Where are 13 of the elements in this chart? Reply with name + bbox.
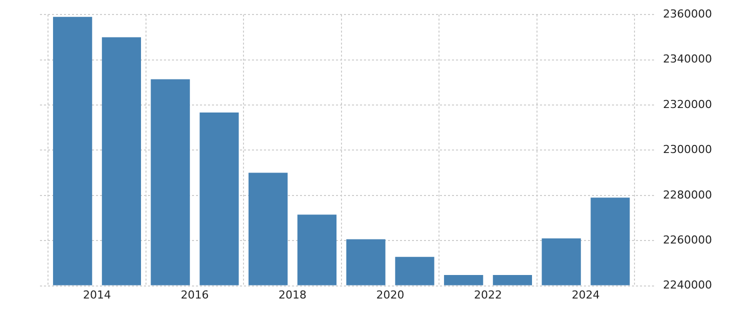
- x-tick-label: 2018: [278, 288, 307, 302]
- y-tick-label: 2240000: [663, 278, 712, 292]
- y-tick-label: 2360000: [663, 7, 712, 20]
- x-tick-label: 2014: [83, 288, 112, 302]
- x-tick-label: 2020: [376, 288, 404, 302]
- y-tick-label: 2260000: [663, 233, 712, 246]
- x-tick-label: 2024: [572, 288, 600, 302]
- y-tick-label: 2280000: [663, 188, 712, 202]
- y-tick-label: 2320000: [663, 98, 712, 111]
- y-tick-label: 2300000: [663, 143, 712, 156]
- x-tick-label: 2016: [180, 288, 209, 302]
- y-tick-label: 2340000: [663, 52, 712, 66]
- x-tick-label: 2022: [474, 288, 502, 302]
